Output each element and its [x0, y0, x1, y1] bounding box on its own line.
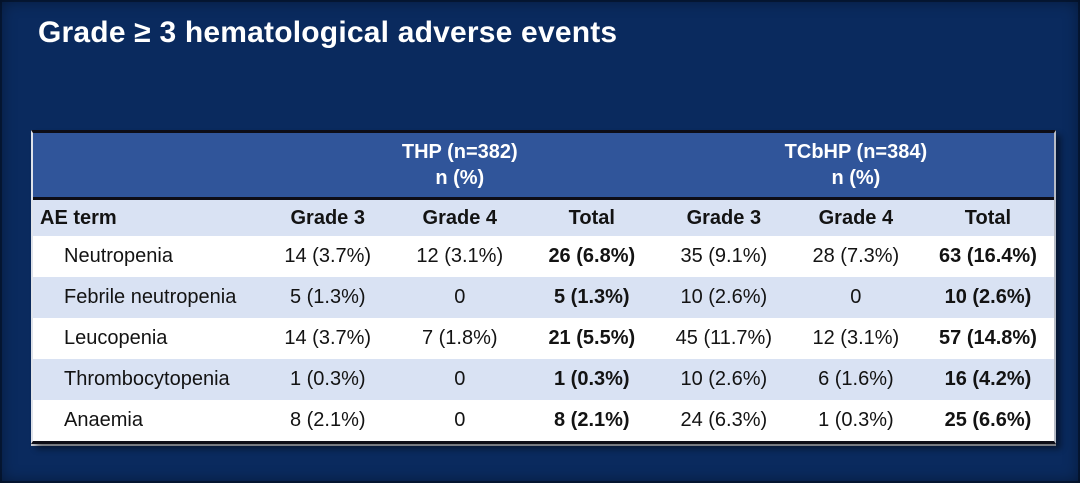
value-cell: 0	[789, 277, 922, 318]
value-cell: 0	[393, 359, 526, 400]
total-value-cell: 57 (14.8%)	[921, 318, 1054, 359]
ae-term-cell: Neutropenia	[33, 236, 262, 277]
value-cell: 8 (2.1%)	[261, 400, 394, 441]
ae-term-cell: Thrombocytopenia	[33, 359, 262, 400]
ae-term-cell: Leucopenia	[33, 318, 262, 359]
column-header-ae-term: AE term	[33, 198, 262, 236]
slide-title: Grade ≥ 3 hematological adverse events	[38, 16, 618, 49]
value-cell: 35 (9.1%)	[657, 236, 790, 277]
value-cell: 28 (7.3%)	[789, 236, 922, 277]
group-header-tcbhp: TCbHP (n=384) n (%)	[657, 133, 1054, 200]
adverse-events-table: THP (n=382) n (%) TCbHP (n=384) n (%) AE…	[33, 133, 1054, 441]
value-cell: 45 (11.7%)	[657, 318, 790, 359]
table-row-leucopenia: Leucopenia 14 (3.7%) 7 (1.8%) 21 (5.5%) …	[33, 318, 1054, 359]
table-row-febrile-neutropenia: Febrile neutropenia 5 (1.3%) 0 5 (1.3%) …	[33, 277, 1054, 318]
ae-term-cell: Febrile neutropenia	[33, 277, 262, 318]
total-value-cell: 5 (1.3%)	[525, 277, 658, 318]
ae-term-cell: Anaemia	[33, 400, 262, 441]
total-value-cell: 8 (2.1%)	[525, 400, 658, 441]
value-cell: 14 (3.7%)	[261, 318, 394, 359]
group-header-spacer	[33, 133, 262, 200]
table-row-neutropenia: Neutropenia 14 (3.7%) 12 (3.1%) 26 (6.8%…	[33, 236, 1054, 277]
total-value-cell: 16 (4.2%)	[921, 359, 1054, 400]
column-header-thp-grade4: Grade 4	[393, 198, 526, 236]
value-cell: 12 (3.1%)	[789, 318, 922, 359]
group-header-tcbhp-sublabel: n (%)	[831, 167, 881, 189]
total-value-cell: 21 (5.5%)	[525, 318, 658, 359]
adverse-events-table-container: THP (n=382) n (%) TCbHP (n=384) n (%) AE…	[31, 130, 1056, 444]
total-value-cell: 26 (6.8%)	[525, 236, 658, 277]
value-cell: 1 (0.3%)	[789, 400, 922, 441]
column-header-row: AE term Grade 3 Grade 4 Total Grade 3 Gr…	[33, 198, 1054, 236]
value-cell: 12 (3.1%)	[393, 236, 526, 277]
total-value-cell: 10 (2.6%)	[921, 277, 1054, 318]
total-value-cell: 1 (0.3%)	[525, 359, 658, 400]
column-header-tcbhp-total: Total	[921, 198, 1054, 236]
table-row-anaemia: Anaemia 8 (2.1%) 0 8 (2.1%) 24 (6.3%) 1 …	[33, 400, 1054, 441]
value-cell: 7 (1.8%)	[393, 318, 526, 359]
value-cell: 0	[393, 277, 526, 318]
table-row-thrombocytopenia: Thrombocytopenia 1 (0.3%) 0 1 (0.3%) 10 …	[33, 359, 1054, 400]
group-header-thp: THP (n=382) n (%)	[261, 133, 658, 200]
column-header-tcbhp-grade3: Grade 3	[657, 198, 790, 236]
value-cell: 1 (0.3%)	[261, 359, 394, 400]
value-cell: 0	[393, 400, 526, 441]
group-header-thp-sublabel: n (%)	[435, 167, 485, 189]
column-header-tcbhp-grade4: Grade 4	[789, 198, 922, 236]
group-header-tcbhp-label: TCbHP (n=384)	[784, 141, 928, 163]
total-value-cell: 63 (16.4%)	[921, 236, 1054, 277]
column-header-thp-total: Total	[525, 198, 658, 236]
group-header-row: THP (n=382) n (%) TCbHP (n=384) n (%)	[33, 133, 1054, 200]
value-cell: 10 (2.6%)	[657, 277, 790, 318]
column-header-thp-grade3: Grade 3	[261, 198, 394, 236]
value-cell: 14 (3.7%)	[261, 236, 394, 277]
value-cell: 10 (2.6%)	[657, 359, 790, 400]
value-cell: 6 (1.6%)	[789, 359, 922, 400]
value-cell: 5 (1.3%)	[261, 277, 394, 318]
total-value-cell: 25 (6.6%)	[921, 400, 1054, 441]
group-header-thp-label: THP (n=382)	[401, 141, 518, 163]
value-cell: 24 (6.3%)	[657, 400, 790, 441]
